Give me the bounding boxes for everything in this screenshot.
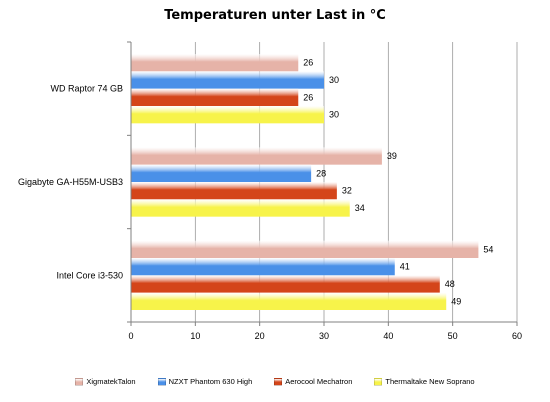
bar bbox=[131, 71, 324, 89]
legend-swatch bbox=[374, 377, 383, 386]
bar bbox=[131, 88, 299, 106]
labels: 0 10 20 30 40 50 60 WD Raptor 74 GB 26 30 26 30 Giga… bbox=[18, 58, 522, 341]
bar bbox=[131, 240, 479, 258]
data-label: 48 bbox=[445, 279, 455, 289]
legend-label: Aerocool Mechatron bbox=[285, 377, 353, 386]
bar bbox=[131, 54, 299, 72]
bar bbox=[131, 164, 312, 182]
data-label: 54 bbox=[483, 244, 493, 254]
legend-label: XigmatekTalon bbox=[86, 377, 136, 386]
axes bbox=[127, 41, 518, 326]
data-label: 30 bbox=[329, 110, 339, 120]
legend: XigmatekTalon NZXT Phantom 630 High Aeroco… bbox=[0, 377, 550, 386]
bar bbox=[131, 106, 324, 124]
category-label: Intel Core i3-530 bbox=[56, 270, 123, 280]
data-label: 32 bbox=[342, 186, 352, 196]
data-label: 26 bbox=[303, 58, 313, 68]
bar bbox=[131, 258, 395, 276]
data-label: 26 bbox=[303, 92, 313, 102]
data-label: 39 bbox=[387, 151, 397, 161]
bar bbox=[131, 147, 382, 165]
chart-title: Temperaturen unter Last in °C bbox=[164, 8, 386, 23]
legend-swatch bbox=[75, 377, 84, 386]
legend-label: Thermaltake New Soprano bbox=[385, 377, 475, 386]
x-tick-label: 10 bbox=[190, 331, 200, 341]
bar bbox=[131, 292, 447, 310]
x-tick-label: 60 bbox=[512, 331, 522, 341]
bar bbox=[131, 182, 337, 200]
bars bbox=[131, 54, 479, 310]
data-label: 34 bbox=[355, 203, 365, 213]
x-tick-label: 0 bbox=[128, 331, 133, 341]
x-tick-label: 40 bbox=[383, 331, 393, 341]
data-label: 49 bbox=[451, 296, 461, 306]
x-tick-label: 20 bbox=[255, 331, 265, 341]
category-label: Gigabyte GA-H55M-USB3 bbox=[18, 177, 123, 187]
data-label: 41 bbox=[400, 262, 410, 272]
x-tick-label: 50 bbox=[448, 331, 458, 341]
legend-swatch bbox=[157, 377, 166, 386]
bar bbox=[131, 275, 440, 293]
legend-item: XigmatekTalon bbox=[75, 377, 136, 386]
legend-item: Aerocool Mechatron bbox=[274, 377, 352, 386]
data-label: 28 bbox=[316, 168, 326, 178]
legend-swatch bbox=[274, 377, 283, 386]
data-label: 30 bbox=[329, 75, 339, 85]
category-label: WD Raptor 74 GB bbox=[50, 84, 123, 94]
bar bbox=[131, 199, 350, 217]
legend-label: NZXT Phantom 630 High bbox=[168, 377, 253, 386]
legend-item: NZXT Phantom 630 High bbox=[157, 377, 253, 386]
x-tick-label: 30 bbox=[319, 331, 329, 341]
legend-item: Thermaltake New Soprano bbox=[374, 377, 475, 386]
